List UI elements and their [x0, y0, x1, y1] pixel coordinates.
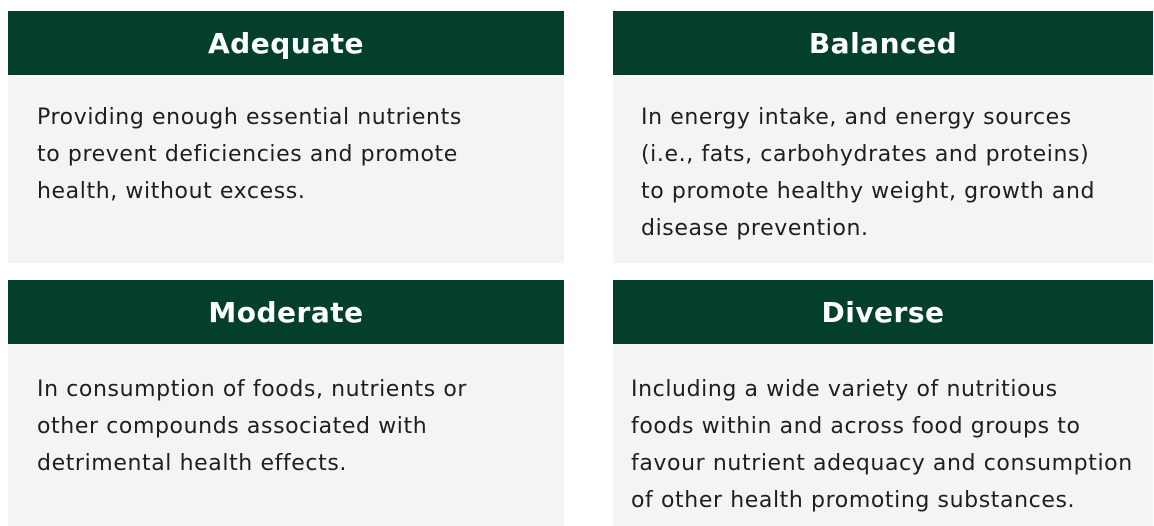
card-body: Including a wide variety of nutritious fo…	[613, 344, 1153, 526]
card-title: Balanced	[613, 11, 1153, 75]
body-line: health, without excess.	[37, 179, 306, 204]
body-line: In consumption of foods, nutrients or	[37, 377, 468, 402]
body-line: foods within and across food groups to	[631, 414, 1081, 439]
body-line: disease prevention.	[641, 216, 869, 241]
card-body: Providing enough essential nutrients to p…	[8, 75, 564, 263]
card-body: In consumption of foods, nutrients or oth…	[8, 344, 564, 526]
body-line: detrimental health effects.	[37, 451, 347, 476]
card: Moderate In consumption of foods, nutrie…	[8, 280, 564, 526]
body-line: In energy intake, and energy sources	[641, 105, 1072, 130]
card: Diverse Including a wide variety of nutr…	[613, 280, 1153, 526]
body-line: (i.e., fats, carbohydrates and proteins)	[641, 142, 1090, 167]
card-title: Diverse	[613, 280, 1153, 344]
card-title: Adequate	[8, 11, 564, 75]
body-line: to promote healthy weight, growth and	[641, 179, 1096, 204]
card: Adequate Providing enough essential nutr…	[8, 11, 564, 263]
card-title: Moderate	[8, 280, 564, 344]
body-line: other compounds associated with	[37, 414, 428, 439]
body-line: of other health promoting substances.	[631, 488, 1076, 513]
body-line: Providing enough essential nutrients	[37, 105, 462, 130]
body-line: to prevent deficiencies and promote	[37, 142, 458, 167]
card: Balanced In energy intake, and energy so…	[613, 11, 1153, 263]
body-line: favour nutrient adequacy and consumption	[631, 451, 1133, 476]
card-body: In energy intake, and energy sources (i.e…	[613, 75, 1153, 263]
body-line: Including a wide variety of nutritious	[631, 377, 1058, 402]
